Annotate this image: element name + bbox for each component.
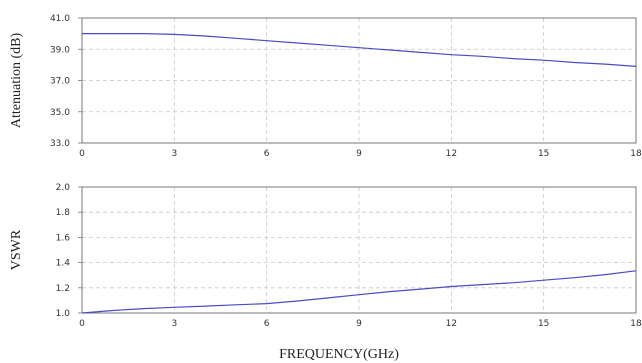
vswr-y-tick-label: 1.2 [56, 284, 70, 294]
attenuation-x-tick-label: 9 [356, 149, 362, 159]
vswr-y-tick-label: 1.0 [56, 309, 71, 319]
vswr-x-tick-label: 3 [171, 319, 177, 329]
vswr-y-tick-label: 1.6 [56, 233, 71, 243]
vswr-x-tick-label: 9 [356, 319, 362, 329]
attenuation-y-tick-label: 37.0 [50, 77, 70, 87]
attenuation-x-tick-label: 18 [630, 149, 642, 159]
attenuation-series-line [82, 32, 637, 67]
x-axis-label: FREQUENCY(GHz) [279, 347, 399, 362]
vswr-y-tick-label: 1.8 [56, 208, 71, 218]
attenuation-x-tick-label: 12 [446, 149, 457, 159]
vswr-y-axis-label: VSWR [9, 229, 24, 270]
vswr-plot-frame [81, 186, 637, 314]
attenuation-y-tick-label: 41.0 [50, 14, 70, 24]
attenuation-x-tick-label: 6 [264, 149, 270, 159]
attenuation-y-tick-label: 33.0 [50, 139, 70, 149]
vswr-panel: 1.0 1.2 1.4 1.6 1.8 2.0 0 3 6 9 12 15 18 VSWR FREQUENC… [9, 183, 642, 362]
vswr-x-tick-label: 0 [79, 319, 85, 329]
vswr-x-tick-label: 12 [446, 319, 457, 329]
vswr-series-line [81, 270, 637, 314]
attenuation-x-tick-label: 0 [79, 149, 85, 159]
vswr-x-tick-label: 18 [630, 319, 642, 329]
vswr-y-tick-label: 2.0 [56, 183, 71, 193]
attenuation-panel: 33.0 35.0 37.0 39.0 41.0 0 3 6 9 12 15 18 Attenuatio… [9, 14, 642, 159]
vswr-y-tick-label: 1.4 [56, 259, 71, 269]
attenuation-y-tick-label: 35.0 [50, 108, 70, 118]
attenuation-x-tick-label: 15 [538, 149, 549, 159]
attenuation-y-axis-label: Attenuation (dB) [9, 33, 24, 129]
vswr-x-tick-label: 6 [264, 319, 270, 329]
attenuation-x-tick-label: 3 [171, 149, 177, 159]
attenuation-y-tick-label: 39.0 [50, 45, 70, 55]
vswr-x-tick-label: 15 [538, 319, 549, 329]
